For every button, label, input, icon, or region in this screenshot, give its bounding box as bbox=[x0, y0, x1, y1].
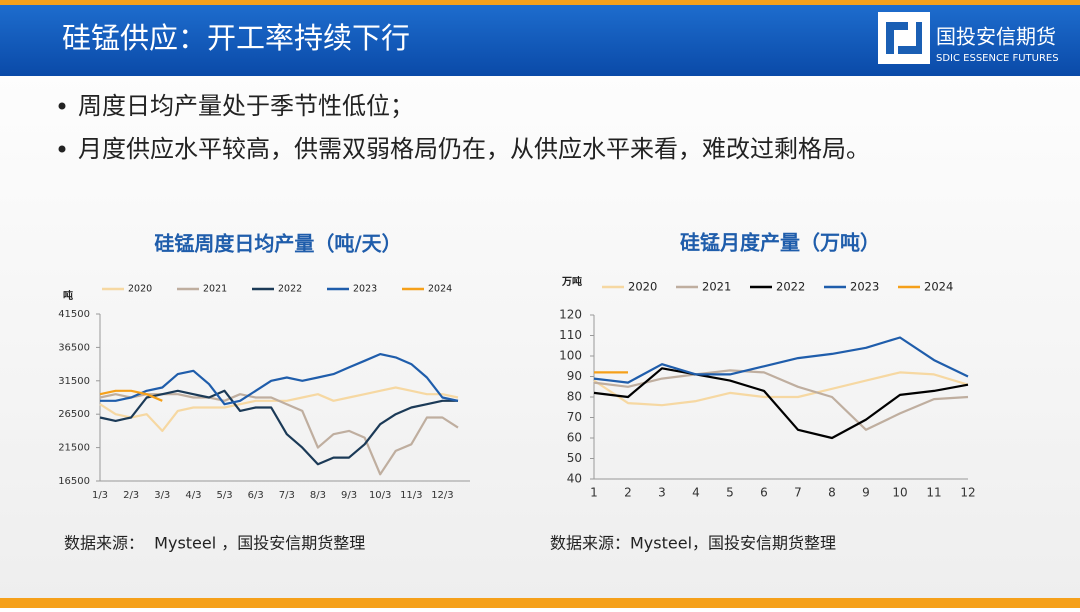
y-axis-label: 吨 bbox=[63, 289, 73, 302]
x-tick-label: 5/3 bbox=[216, 490, 232, 501]
y-tick-label: 16500 bbox=[58, 476, 90, 487]
x-tick-label: 6/3 bbox=[248, 490, 264, 501]
legend-label: 2021 bbox=[203, 284, 227, 295]
chart-title: 硅锰周度日均产量（吨/天） bbox=[154, 232, 401, 256]
y-tick-label: 41500 bbox=[58, 309, 90, 320]
x-tick-label: 5 bbox=[726, 486, 734, 500]
y-tick-label: 80 bbox=[567, 390, 582, 404]
x-tick-label: 8/3 bbox=[310, 490, 326, 501]
y-tick-label: 120 bbox=[559, 308, 582, 322]
legend-label: 2023 bbox=[850, 280, 879, 294]
x-tick-label: 7/3 bbox=[279, 490, 295, 501]
x-tick-label: 2/3 bbox=[123, 490, 139, 501]
header-title: 硅锰供应：开工率持续下行 bbox=[62, 21, 410, 55]
legend-label: 2020 bbox=[628, 280, 657, 294]
series-line bbox=[593, 336, 969, 384]
bullet-dot bbox=[58, 145, 66, 153]
x-tick-label: 1/3 bbox=[92, 490, 108, 501]
bullet: 月度供应水平较高，供需双弱格局仍在，从供应水平来看，难改过剩格局。 bbox=[78, 135, 870, 163]
y-tick-label: 110 bbox=[559, 328, 582, 342]
bullet: 周度日均产量处于季节性低位； bbox=[78, 92, 414, 120]
x-tick-label: 12/3 bbox=[431, 490, 453, 501]
x-tick-label: 7 bbox=[794, 486, 802, 500]
x-tick-label: 1 bbox=[590, 486, 598, 500]
y-tick-label: 40 bbox=[567, 472, 582, 486]
x-tick-label: 11/3 bbox=[400, 490, 422, 501]
logo-icon bbox=[886, 22, 922, 54]
x-tick-label: 10/3 bbox=[369, 490, 391, 501]
x-tick-label: 3/3 bbox=[154, 490, 170, 501]
y-tick-label: 21500 bbox=[58, 443, 90, 454]
x-tick-label: 9/3 bbox=[341, 490, 357, 501]
header-stripe bbox=[0, 0, 1080, 5]
legend-label: 2020 bbox=[128, 284, 152, 295]
x-tick-label: 4/3 bbox=[185, 490, 201, 501]
y-tick-label: 50 bbox=[567, 451, 582, 465]
x-tick-label: 10 bbox=[892, 486, 907, 500]
logo-box bbox=[878, 12, 930, 64]
legend-label: 2022 bbox=[278, 284, 302, 295]
y-tick-label: 36500 bbox=[58, 342, 90, 353]
legend-label: 2022 bbox=[776, 280, 805, 294]
y-axis-label: 万吨 bbox=[561, 275, 582, 288]
y-tick-label: 100 bbox=[559, 349, 582, 363]
bullet-dot bbox=[58, 102, 66, 110]
legend-label: 2024 bbox=[924, 280, 953, 294]
series-line bbox=[593, 369, 969, 431]
logo-en: SDIC ESSENCE FUTURES bbox=[936, 53, 1059, 64]
series-line bbox=[593, 367, 969, 440]
x-tick-label: 11 bbox=[926, 486, 941, 500]
x-tick-label: 8 bbox=[828, 486, 836, 500]
legend-label: 2021 bbox=[702, 280, 731, 294]
y-tick-label: 90 bbox=[567, 369, 582, 383]
series-line bbox=[99, 389, 458, 466]
x-tick-label: 6 bbox=[760, 486, 768, 500]
legend-label: 2024 bbox=[428, 284, 452, 295]
x-tick-label: 12 bbox=[960, 486, 975, 500]
logo-cn: 国投安信期货 bbox=[936, 25, 1056, 49]
legend-label: 2023 bbox=[353, 284, 377, 295]
source: 数据来源：Mysteel，国投安信期货整理 bbox=[550, 534, 836, 553]
x-tick-label: 3 bbox=[658, 486, 666, 500]
chart-title: 硅锰月度产量（万吨） bbox=[680, 231, 880, 255]
x-tick-label: 4 bbox=[692, 486, 700, 500]
source: 数据来源： Mysteel ，国投安信期货整理 bbox=[64, 534, 365, 553]
y-tick-label: 31500 bbox=[58, 376, 90, 387]
y-tick-label: 26500 bbox=[58, 409, 90, 420]
x-tick-label: 9 bbox=[862, 486, 870, 500]
series-line bbox=[99, 389, 163, 402]
x-tick-label: 2 bbox=[624, 486, 632, 500]
footer-stripe bbox=[0, 598, 1080, 608]
y-tick-label: 70 bbox=[567, 410, 582, 424]
series-line bbox=[100, 353, 459, 406]
y-tick-label: 60 bbox=[567, 431, 582, 445]
series-line bbox=[593, 371, 969, 407]
